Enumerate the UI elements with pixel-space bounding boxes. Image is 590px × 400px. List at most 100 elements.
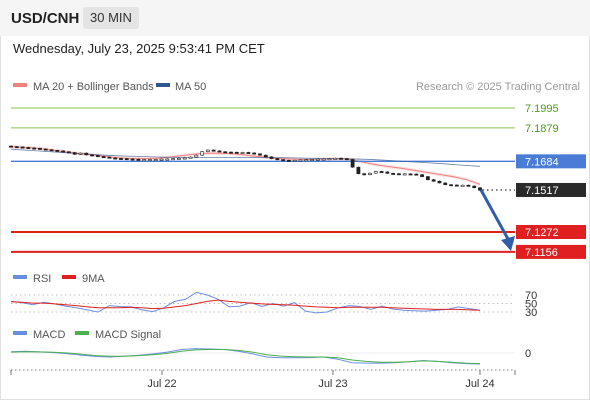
level-labels: 7.1995 7.1879 7.1684 7.1517 7.1272 7.1156	[516, 103, 586, 259]
timeframe-button[interactable]: 30 MIN	[83, 7, 139, 29]
candle-body-14	[90, 154, 94, 157]
x-axis: Jul 22 Jul 23 Jul 24	[10, 369, 516, 390]
candle-body-70	[414, 173, 419, 176]
candle-body-10	[67, 151, 71, 154]
price-legend: MA 20 + Bollinger Bands MA 50 Research ©…	[13, 81, 580, 93]
candle-body-26	[159, 158, 164, 161]
candle-body-61	[362, 173, 367, 176]
candle-body-58	[344, 158, 349, 161]
candle-body-5	[38, 148, 42, 150]
candle-body-28	[171, 158, 176, 161]
candle-body-34	[205, 149, 210, 153]
rsi-tick-70: 70	[525, 290, 537, 302]
rsi-legend-label: RSI	[33, 273, 51, 285]
candle-body-1	[14, 146, 19, 149]
candle-body-44	[263, 154, 268, 158]
rsi-legend: RSI 9MA	[13, 273, 105, 285]
candle-body-22	[136, 158, 141, 161]
candle-body-66	[391, 173, 396, 175]
candle-body-55	[327, 158, 332, 161]
candle-body-63	[373, 171, 378, 174]
level-label-3: 7.1517	[525, 185, 559, 197]
macd-legend-label: MACD	[33, 329, 65, 341]
candle-body-4	[32, 147, 37, 150]
candle-body-80	[472, 185, 477, 189]
candle-body-9	[61, 150, 66, 153]
candle-body-68	[402, 173, 407, 176]
candle-body-59	[350, 159, 355, 168]
candle-body-46	[275, 158, 280, 161]
rsi-legend-swatch	[13, 275, 27, 279]
candle-body-20	[124, 158, 129, 161]
candle-body-77	[454, 184, 459, 187]
candle-body-47	[281, 159, 286, 162]
level-label-5: 7.1156	[525, 247, 558, 259]
macd-legend-swatch	[13, 331, 27, 335]
candle-body-30	[182, 157, 187, 160]
candle-body-33	[200, 151, 204, 156]
candle-body-48	[287, 160, 291, 162]
ma50-line	[10, 148, 481, 167]
level-tag-4	[516, 225, 586, 239]
macd-signal-legend-swatch	[75, 331, 89, 335]
level-tag-3	[516, 182, 586, 197]
candle-body-56	[333, 157, 338, 160]
candle-body-73	[431, 179, 436, 182]
chart-header: USD/CNH 30 MIN	[0, 0, 590, 36]
macd-legend: MACD MACD Signal	[13, 329, 161, 341]
candle-body-76	[449, 184, 453, 187]
candle-body-12	[78, 152, 83, 155]
candle-body-60	[356, 166, 361, 174]
level-tag-5	[516, 244, 586, 259]
candle-body-13	[84, 152, 89, 156]
candle-body-16	[101, 156, 106, 159]
ma20-legend-swatch	[13, 83, 27, 87]
candle-body-57	[339, 157, 343, 160]
rsi-ma-line	[10, 299, 481, 311]
rsi-tick-30: 30	[525, 307, 537, 319]
candle-body-39	[234, 151, 239, 154]
x-tick-label-1: Jul 23	[318, 378, 347, 390]
candle-body-49	[292, 160, 297, 162]
level-label-4: 7.1272	[525, 227, 559, 239]
arrow-shaft	[479, 189, 510, 240]
candle-body-36	[217, 150, 222, 153]
candle-body-17	[107, 156, 112, 159]
candle-body-15	[95, 155, 100, 158]
candle-body-78	[460, 184, 465, 187]
candle-body-75	[443, 182, 448, 185]
candle-body-19	[119, 158, 123, 160]
timestamp-label: Wednesday, July 23, 2025 9:53:41 PM CET	[13, 41, 265, 56]
rsi-line	[10, 291, 481, 314]
candle-body-21	[130, 158, 135, 161]
candle-body-50	[298, 159, 303, 162]
level-label-2: 7.1684	[525, 156, 559, 168]
candle-body-29	[177, 157, 181, 160]
arrow-head	[501, 236, 515, 251]
level-label-1: 7.1879	[525, 123, 559, 135]
bollinger-band-fill	[11, 144, 480, 186]
level-label-0: 7.1995	[525, 103, 559, 115]
credit-label: Research © 2025 Trading Central	[416, 81, 580, 93]
candle-body-41	[246, 152, 251, 154]
candle-body-74	[437, 180, 442, 184]
candle-body-3	[26, 147, 31, 149]
candle-body-25	[153, 159, 158, 161]
candle-body-79	[466, 184, 471, 187]
rsi-tick-50: 50	[525, 299, 537, 311]
candle-body-32	[194, 154, 199, 158]
ma50-path	[10, 148, 481, 167]
macd-panel: 0	[10, 348, 531, 365]
candle-body-81	[478, 187, 482, 191]
candle-body-43	[258, 153, 262, 156]
candle-body-64	[379, 171, 384, 173]
candle-body-37	[223, 151, 228, 154]
candle-body-35	[211, 149, 216, 152]
candle-body-54	[321, 158, 326, 161]
candle-body-53	[315, 158, 320, 161]
candle-body-24	[148, 159, 152, 161]
macd-tick-0: 0	[525, 348, 531, 360]
level-tag-2	[516, 154, 586, 169]
